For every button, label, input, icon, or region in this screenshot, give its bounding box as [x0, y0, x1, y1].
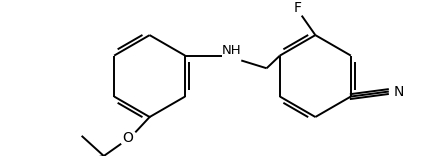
Text: O: O: [123, 132, 134, 145]
Text: NH: NH: [222, 44, 242, 57]
Text: N: N: [394, 85, 404, 99]
Text: F: F: [294, 1, 302, 15]
